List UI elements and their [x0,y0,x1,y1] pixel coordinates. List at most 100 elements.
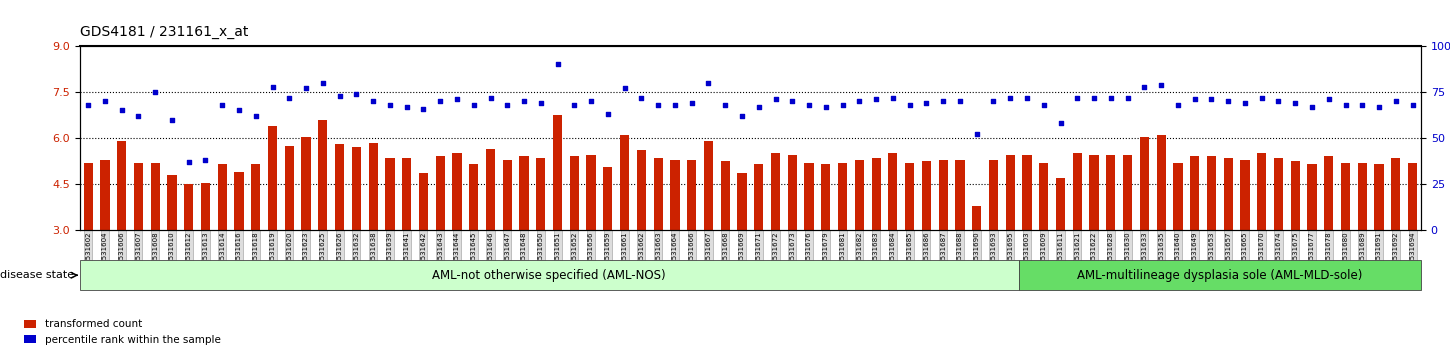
Point [629,95,652,101]
Point [328,93,351,98]
Point [144,89,167,95]
Bar [1040,162,1048,230]
Point [77,102,100,108]
Bar [1190,156,1199,230]
Bar [1019,260,1421,290]
Point [647,102,670,108]
Point [463,102,486,108]
Point [1401,102,1424,108]
Point [394,104,418,110]
Bar [1290,161,1299,230]
Point [1032,102,1056,108]
Bar [1275,158,1283,230]
Point [1301,104,1324,110]
Bar [167,175,177,230]
Bar [1157,135,1166,230]
Point [1183,97,1206,102]
Point [999,95,1022,101]
Bar [670,160,680,230]
Point [429,98,452,104]
Bar [1357,162,1367,230]
Bar [1006,155,1015,230]
Bar [318,120,328,230]
Point [815,104,838,110]
Point [210,102,233,108]
Bar [284,146,294,230]
Point [1234,100,1257,106]
Bar [1341,162,1350,230]
Bar [117,141,126,230]
Bar [1408,162,1417,230]
Point [547,62,570,67]
Bar [268,126,277,230]
Point [1250,95,1273,101]
Point [697,80,721,86]
Point [378,102,402,108]
Point [966,132,989,137]
Point [110,108,133,113]
Bar [151,162,160,230]
Point [1132,84,1156,89]
Bar [703,141,713,230]
Point [261,84,284,89]
Point [345,91,368,97]
Bar [235,172,244,230]
Point [1116,95,1140,101]
Bar [1391,158,1401,230]
Bar [435,156,445,230]
Bar [905,162,915,230]
Bar [1089,155,1099,230]
Point [126,113,149,119]
Bar [956,160,964,230]
Point [747,104,770,110]
Bar [251,164,261,230]
Bar [972,206,982,230]
Point [529,100,552,106]
Bar [771,153,780,230]
Bar [805,162,813,230]
Bar [687,160,696,230]
Point [512,98,535,104]
Point [680,100,703,106]
Point [596,111,619,117]
Text: GDS4181 / 231161_x_at: GDS4181 / 231161_x_at [80,25,248,39]
Bar [519,156,529,230]
Bar [452,153,461,230]
Point [1166,102,1189,108]
Point [1048,120,1072,126]
Point [294,86,318,91]
Bar [402,158,412,230]
Point [1334,102,1357,108]
Bar [1308,164,1317,230]
Point [563,102,586,108]
Bar [570,156,579,230]
Bar [621,135,629,230]
Point [1317,97,1340,102]
Bar [368,143,378,230]
Bar [218,164,226,230]
Bar [603,167,612,230]
Point [445,97,468,102]
Point [848,98,871,104]
Bar [1240,160,1250,230]
Point [898,102,921,108]
Bar [889,153,898,230]
Bar [654,158,663,230]
Point [194,157,218,163]
Point [1099,95,1122,101]
Point [1367,104,1391,110]
Point [244,113,267,119]
Point [613,86,637,91]
Bar [552,115,563,230]
Point [278,95,302,101]
Point [1066,95,1089,101]
Point [798,102,821,108]
Bar [386,158,394,230]
Bar [1173,162,1183,230]
Bar [1022,155,1031,230]
Bar [754,164,763,230]
Point [1217,98,1240,104]
Bar [84,162,93,230]
Point [1083,95,1106,101]
Point [982,98,1005,104]
